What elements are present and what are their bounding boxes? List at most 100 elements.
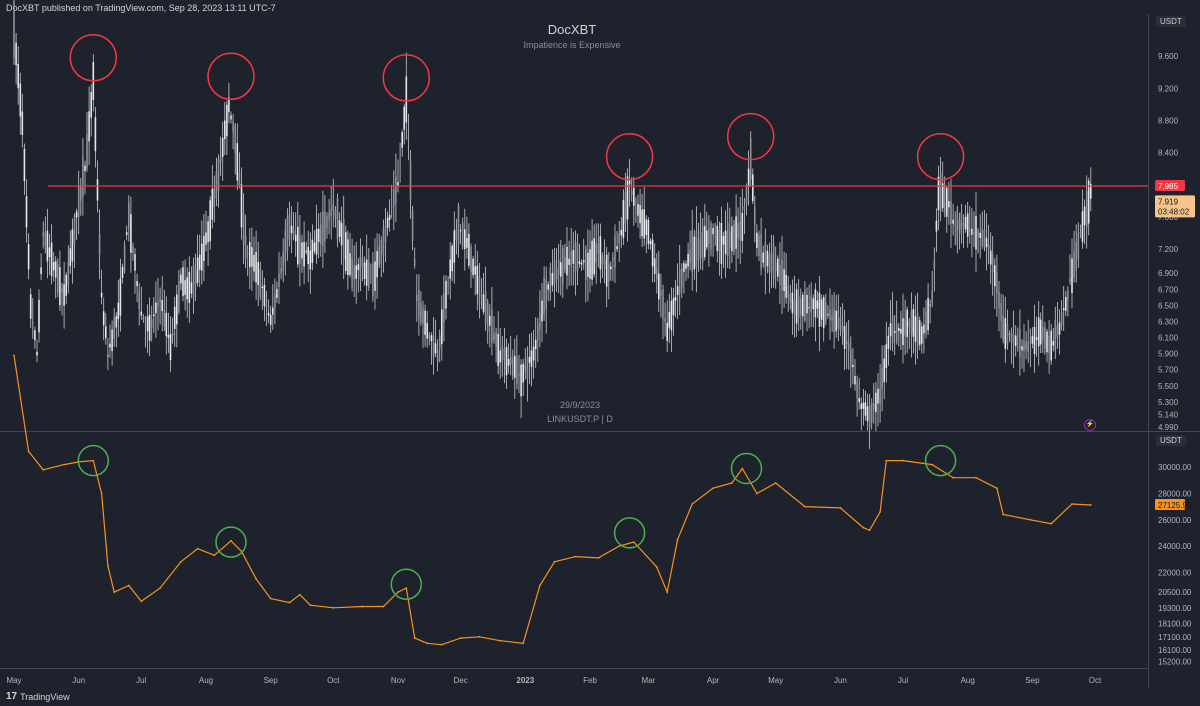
candle-body [593, 238, 595, 275]
candle-body [1087, 180, 1090, 224]
candle-body [50, 242, 53, 277]
candle-body [198, 254, 201, 270]
candle-body [75, 211, 78, 218]
candle-body [380, 240, 383, 264]
candle-body [873, 403, 875, 410]
candle-body [689, 249, 691, 263]
time-tick-label: May [6, 676, 21, 685]
candle-body [774, 262, 777, 272]
candle-body [484, 291, 487, 324]
candle-body [192, 265, 195, 299]
candle-body [23, 148, 26, 181]
candle-body [766, 250, 769, 267]
candle-body [987, 244, 990, 250]
candle-body [230, 115, 232, 120]
time-tick-label: Mar [642, 676, 656, 685]
candle-body [146, 316, 149, 332]
candle-body [639, 204, 641, 224]
candle-body [946, 188, 948, 217]
lightning-icon[interactable]: ⚡ [1084, 419, 1096, 431]
candle-body [378, 246, 380, 266]
candle-body [691, 230, 693, 273]
candle-body [906, 309, 908, 338]
btc-tick-label: 26000.00 [1158, 516, 1192, 525]
candle-body [714, 235, 716, 237]
tradingview-brand: TradingView [20, 691, 70, 702]
btc-point [902, 459, 904, 462]
candle-body [69, 248, 72, 267]
candle-body [610, 266, 612, 270]
candle-body [651, 239, 654, 267]
candle-body [670, 300, 673, 331]
candle-body [854, 376, 856, 385]
candle-body [370, 275, 372, 277]
candle-body [553, 259, 556, 283]
candle-body [180, 274, 182, 284]
candle-body [418, 289, 420, 319]
candle-body [290, 225, 293, 233]
candle-body [900, 328, 902, 334]
candle-body [100, 292, 103, 298]
btc-point [597, 557, 600, 559]
candle-body [762, 252, 764, 263]
btc-point [100, 492, 103, 495]
time-tick-label: Dec [453, 676, 467, 685]
candle-body [1004, 317, 1007, 349]
candle-body [937, 176, 940, 211]
candle-body [599, 236, 602, 270]
candle-body [196, 257, 199, 283]
candle-body [783, 269, 785, 292]
price-currency-label[interactable]: USDT [1156, 16, 1186, 27]
candle-body [407, 137, 410, 138]
candle-body [685, 263, 687, 269]
candle-body [845, 340, 848, 345]
candle-body [328, 212, 330, 220]
btc-point [361, 605, 364, 608]
candle-body [789, 293, 792, 303]
price-tick-label: 6.100 [1158, 334, 1179, 343]
candle-body [205, 232, 207, 245]
candle-body [493, 332, 495, 340]
candle-body [822, 297, 825, 329]
candle-body [326, 216, 328, 229]
candle-body [453, 230, 456, 263]
candle-body [585, 249, 587, 280]
candle-body [891, 316, 894, 344]
candle-body [430, 335, 433, 342]
btc-currency-label[interactable]: USDT [1156, 435, 1186, 446]
candle-body [311, 239, 314, 263]
candle-body [804, 289, 806, 320]
candle-body [925, 311, 927, 333]
candle-body [877, 388, 879, 404]
candle-body [148, 314, 151, 341]
candle-body [837, 310, 840, 329]
candle-body [791, 292, 794, 313]
tradingview-logo[interactable]: 17 TradingView [6, 691, 70, 702]
candle-body [643, 209, 645, 239]
candle-body [42, 232, 44, 237]
candle-body [288, 213, 291, 240]
candle-body [272, 307, 274, 315]
candle-body [107, 355, 109, 357]
candle-body [539, 312, 541, 330]
candle-body [509, 357, 512, 365]
candle-body [96, 179, 99, 201]
candle-body [1012, 334, 1015, 346]
candle-body [464, 229, 466, 249]
price-tick-label: 6.300 [1158, 318, 1179, 327]
btc-point [196, 547, 199, 550]
candle-body [570, 251, 572, 267]
candle-body [704, 226, 706, 258]
candle-body [1031, 335, 1034, 344]
candle-body [893, 331, 896, 333]
candle-body [712, 228, 714, 235]
btc-point [13, 354, 15, 357]
candle-body [960, 212, 963, 234]
candle-body [887, 335, 890, 349]
time-tick-label: Nov [391, 676, 405, 685]
candle-body [1039, 319, 1042, 345]
candle-body [88, 111, 90, 142]
candle-body [547, 284, 549, 290]
